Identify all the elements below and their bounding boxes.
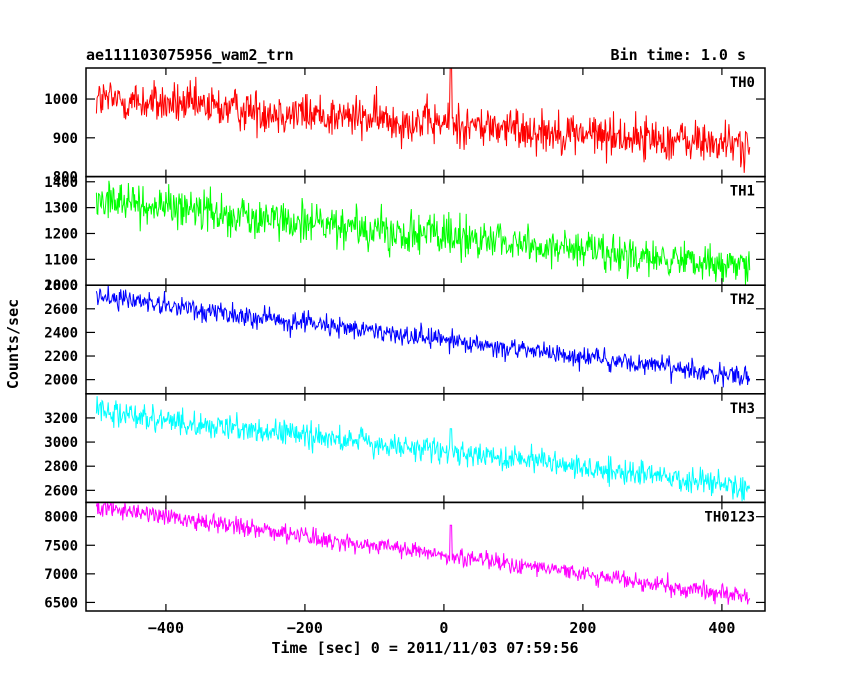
y-tick-label: 2800	[44, 278, 78, 294]
y-tick-label: 2000	[44, 373, 78, 389]
x-axis: −400 −200 0 200 400	[148, 619, 736, 637]
panel-th0123: 6500 7000 7500 8000 TH0123	[44, 501, 766, 612]
y-tick-label: 2600	[44, 302, 78, 318]
x-tick-label: 0	[439, 619, 448, 637]
y-tick-label: 2200	[44, 349, 78, 365]
y-tick-label: 1400	[44, 175, 78, 191]
y-tick-label: 3000	[44, 435, 78, 451]
panels-group: 800 900 1000 TH0 1000 1100 1200 1300 1400 TH1 2000…	[44, 67, 766, 612]
x-tick-label: 200	[569, 619, 596, 637]
panel-frame	[85, 501, 766, 612]
panel-label: TH1	[730, 184, 755, 200]
panel-label: TH0123	[704, 509, 755, 525]
panel-frame	[85, 67, 766, 178]
y-tick-label: 2800	[44, 459, 78, 475]
y-tick-label: 8000	[44, 510, 78, 526]
series-line-th2	[95, 285, 751, 388]
y-tick-label: 1000	[44, 278, 78, 294]
series-line-th1	[95, 180, 751, 286]
y-tick-label: 1100	[44, 252, 78, 268]
y-tick-label: 7500	[44, 538, 78, 554]
y-tick-label: 1300	[44, 201, 78, 217]
panel-th2: 2000 2200 2400 2600 2800 TH2	[44, 278, 766, 395]
bin-time-label: Bin time: 1.0 s	[611, 46, 746, 64]
y-tick-label: 900	[53, 131, 78, 147]
x-tick-label: 400	[708, 619, 735, 637]
chart-title: ae111103075956_wam2_trn	[86, 46, 294, 64]
y-tick-label: 1200	[44, 226, 78, 242]
y-tick-label: 2600	[44, 483, 78, 499]
y-tick-label: 7000	[44, 567, 78, 583]
series-line-th3	[95, 396, 751, 502]
panel-label: TH0	[730, 75, 755, 91]
x-axis-label: Time [sec] 0 = 2011/11/03 07:59:56	[271, 639, 578, 657]
y-tick-label: 3200	[44, 411, 78, 427]
y-tick-label: 800	[53, 170, 78, 186]
panel-th3: 2600 2800 3000 3200 TH3	[44, 393, 766, 504]
y-axis-label: Counts/sec	[4, 299, 22, 389]
x-tick-label: −200	[287, 619, 323, 637]
x-tick-label: −400	[148, 619, 184, 637]
y-tick-label: 6500	[44, 595, 78, 611]
panel-frame	[85, 175, 766, 286]
panel-label: TH3	[730, 401, 755, 417]
panel-label: TH2	[730, 292, 755, 308]
panel-th0: 800 900 1000 TH0	[44, 67, 766, 186]
panel-th1: 1000 1100 1200 1300 1400 TH1	[44, 175, 766, 294]
y-tick-label: 2400	[44, 325, 78, 341]
series-line-th0123	[95, 502, 751, 605]
series-line-th0	[95, 68, 751, 173]
y-tick-label: 1000	[44, 92, 78, 108]
